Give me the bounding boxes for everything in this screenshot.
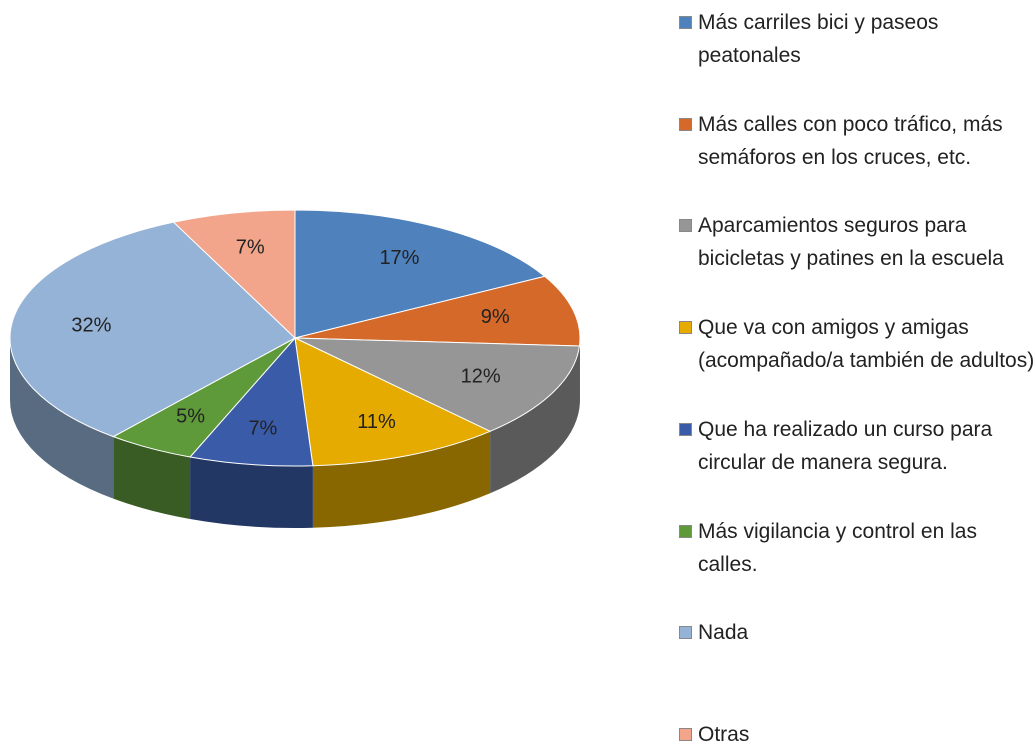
legend-label: Más calles con poco tráfico, más semáfor… — [698, 112, 1003, 169]
legend-swatch — [679, 321, 692, 335]
slice — [294, 275, 581, 347]
legend-swatch — [679, 422, 692, 436]
slice-side — [490, 346, 580, 494]
slice — [9, 221, 296, 438]
legend-swatch — [679, 524, 692, 538]
legend-item: Otras — [677, 718, 1036, 749]
data-label: 7% — [248, 417, 277, 439]
legend-item: Más vigilancia y control en las calles. — [677, 515, 1036, 581]
slice — [189, 336, 314, 467]
legend-item: Más carriles bici y paseos peatonales — [677, 6, 1036, 72]
legend-item: Que va con amigos y amigas (acompañado/a… — [677, 311, 1036, 377]
legend-swatch — [679, 626, 692, 640]
legend-label: Más carriles bici y paseos peatonales — [698, 11, 939, 67]
slice — [294, 209, 546, 339]
data-label: 12% — [461, 366, 501, 388]
legend-swatch — [679, 219, 692, 233]
slice — [172, 209, 296, 340]
slice-side — [312, 431, 491, 528]
data-label: 17% — [379, 247, 419, 269]
slice-side — [113, 436, 191, 520]
legend-swatch — [679, 727, 692, 741]
legend-swatch — [679, 117, 692, 131]
legend-label: Que va con amigos y amigas (acompañado/a… — [698, 316, 1035, 373]
legend-item: Aparcamientos seguros para bicicletas y … — [677, 209, 1036, 275]
data-label: 5% — [176, 406, 205, 428]
data-label: 11% — [357, 411, 396, 433]
legend-item: Nada — [677, 616, 1036, 649]
slice-side — [579, 338, 580, 409]
data-label: 7% — [236, 236, 265, 258]
slice — [294, 337, 492, 467]
legend-label: Más vigilancia y control en las calles. — [698, 519, 977, 576]
legend-item: Que ha realizado un curso para circular … — [677, 413, 1036, 479]
legend-item: Más calles con poco tráfico, más semáfor… — [677, 108, 1036, 174]
slice-side — [190, 457, 313, 528]
legend-label: Otras — [698, 722, 750, 746]
pie-area: 17% 9% 12% 11% 7% 5% 32% 7% — [9, 209, 581, 528]
legend-label: Nada — [698, 621, 749, 645]
slice — [294, 337, 581, 432]
legend-swatch — [679, 16, 692, 29]
slice-side — [10, 338, 114, 499]
legend-label: Que ha realizado un curso para circular … — [698, 417, 993, 474]
data-label: 32% — [71, 315, 111, 337]
legend-label: Aparcamientos seguros para bicicletas y … — [698, 214, 1004, 271]
data-label: 9% — [481, 306, 510, 328]
